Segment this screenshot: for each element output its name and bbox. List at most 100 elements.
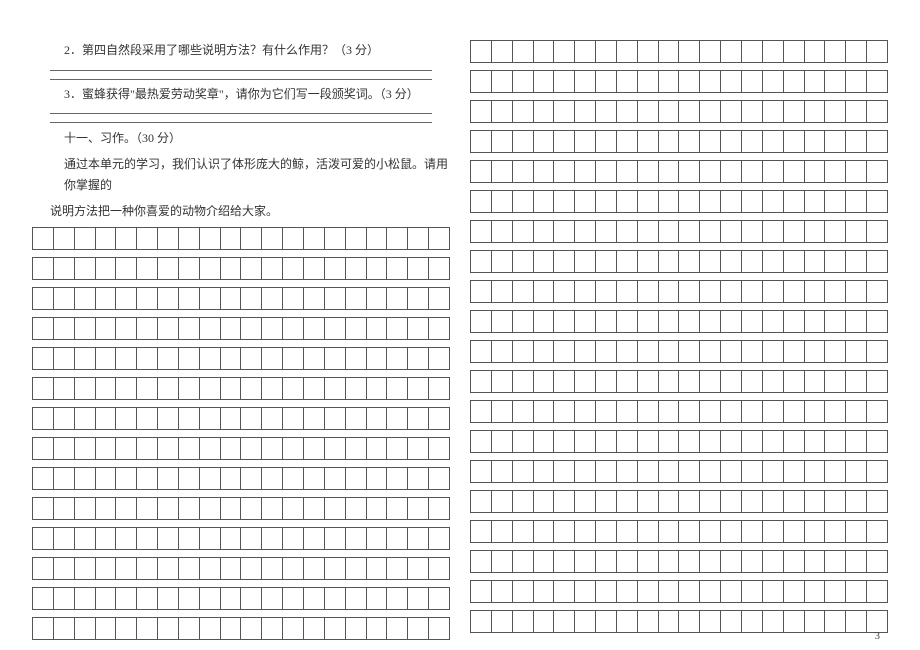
grid-cell[interactable] (846, 461, 867, 483)
grid-cell[interactable] (74, 258, 95, 280)
grid-cell[interactable] (575, 341, 596, 363)
grid-cell[interactable] (345, 318, 366, 340)
grid-cell[interactable] (512, 311, 533, 333)
grid-cell[interactable] (178, 378, 199, 400)
grid-cell[interactable] (429, 228, 450, 250)
grid-cell[interactable] (408, 258, 429, 280)
grid-cell[interactable] (220, 378, 241, 400)
grid-cell[interactable] (366, 348, 387, 370)
grid-cell[interactable] (471, 221, 492, 243)
grid-cell[interactable] (345, 258, 366, 280)
grid-cell[interactable] (721, 101, 742, 123)
grid-cell[interactable] (846, 131, 867, 153)
grid-cell[interactable] (220, 468, 241, 490)
grid-cell[interactable] (345, 378, 366, 400)
grid-cell[interactable] (199, 318, 220, 340)
grid-cell[interactable] (324, 588, 345, 610)
grid-cell[interactable] (700, 281, 721, 303)
grid-cell[interactable] (596, 371, 617, 393)
grid-cell[interactable] (199, 408, 220, 430)
grid-cell[interactable] (137, 618, 158, 640)
grid-cell[interactable] (158, 348, 179, 370)
grid-row[interactable] (470, 460, 888, 483)
grid-cell[interactable] (596, 581, 617, 603)
grid-cell[interactable] (637, 581, 658, 603)
grid-cell[interactable] (303, 438, 324, 460)
grid-cell[interactable] (512, 401, 533, 423)
grid-cell[interactable] (637, 551, 658, 573)
grid-cell[interactable] (241, 408, 262, 430)
grid-cell[interactable] (616, 101, 637, 123)
grid-cell[interactable] (283, 498, 304, 520)
grid-row[interactable] (470, 310, 888, 333)
grid-row[interactable] (470, 100, 888, 123)
grid-cell[interactable] (491, 71, 512, 93)
grid-cell[interactable] (491, 521, 512, 543)
grid-cell[interactable] (700, 491, 721, 513)
grid-cell[interactable] (408, 348, 429, 370)
grid-cell[interactable] (825, 131, 846, 153)
grid-row[interactable] (32, 497, 450, 520)
grid-cell[interactable] (429, 438, 450, 460)
grid-cell[interactable] (387, 618, 408, 640)
grid-cell[interactable] (95, 468, 116, 490)
grid-cell[interactable] (679, 41, 700, 63)
grid-cell[interactable] (137, 528, 158, 550)
grid-cell[interactable] (137, 588, 158, 610)
grid-cell[interactable] (700, 41, 721, 63)
grid-cell[interactable] (846, 371, 867, 393)
grid-cell[interactable] (283, 528, 304, 550)
grid-cell[interactable] (846, 491, 867, 513)
grid-cell[interactable] (721, 551, 742, 573)
grid-row[interactable] (32, 317, 450, 340)
grid-cell[interactable] (846, 341, 867, 363)
grid-cell[interactable] (33, 408, 54, 430)
grid-cell[interactable] (637, 431, 658, 453)
grid-cell[interactable] (366, 588, 387, 610)
grid-cell[interactable] (658, 401, 679, 423)
grid-cell[interactable] (303, 408, 324, 430)
grid-cell[interactable] (366, 468, 387, 490)
grid-cell[interactable] (867, 131, 888, 153)
grid-cell[interactable] (199, 288, 220, 310)
grid-cell[interactable] (512, 161, 533, 183)
grid-cell[interactable] (158, 558, 179, 580)
grid-cell[interactable] (220, 438, 241, 460)
grid-cell[interactable] (429, 528, 450, 550)
grid-row[interactable] (470, 610, 888, 633)
grid-row[interactable] (32, 407, 450, 430)
grid-cell[interactable] (616, 161, 637, 183)
grid-cell[interactable] (804, 131, 825, 153)
grid-cell[interactable] (867, 311, 888, 333)
grid-cell[interactable] (366, 558, 387, 580)
grid-cell[interactable] (429, 348, 450, 370)
grid-cell[interactable] (867, 401, 888, 423)
grid-cell[interactable] (658, 611, 679, 633)
grid-cell[interactable] (825, 551, 846, 573)
answer-line[interactable] (50, 111, 432, 114)
grid-cell[interactable] (762, 611, 783, 633)
grid-cell[interactable] (33, 588, 54, 610)
grid-cell[interactable] (825, 491, 846, 513)
grid-cell[interactable] (116, 378, 137, 400)
grid-cell[interactable] (137, 468, 158, 490)
grid-cell[interactable] (491, 551, 512, 573)
grid-cell[interactable] (637, 401, 658, 423)
grid-cell[interactable] (262, 348, 283, 370)
grid-cell[interactable] (804, 401, 825, 423)
grid-cell[interactable] (283, 228, 304, 250)
grid-cell[interactable] (512, 371, 533, 393)
grid-cell[interactable] (762, 221, 783, 243)
grid-cell[interactable] (658, 221, 679, 243)
grid-cell[interactable] (533, 461, 554, 483)
grid-cell[interactable] (554, 401, 575, 423)
grid-cell[interactable] (408, 558, 429, 580)
grid-cell[interactable] (596, 611, 617, 633)
grid-cell[interactable] (721, 491, 742, 513)
grid-cell[interactable] (679, 581, 700, 603)
grid-cell[interactable] (575, 191, 596, 213)
grid-cell[interactable] (345, 528, 366, 550)
grid-cell[interactable] (596, 161, 617, 183)
grid-cell[interactable] (178, 348, 199, 370)
grid-cell[interactable] (303, 288, 324, 310)
